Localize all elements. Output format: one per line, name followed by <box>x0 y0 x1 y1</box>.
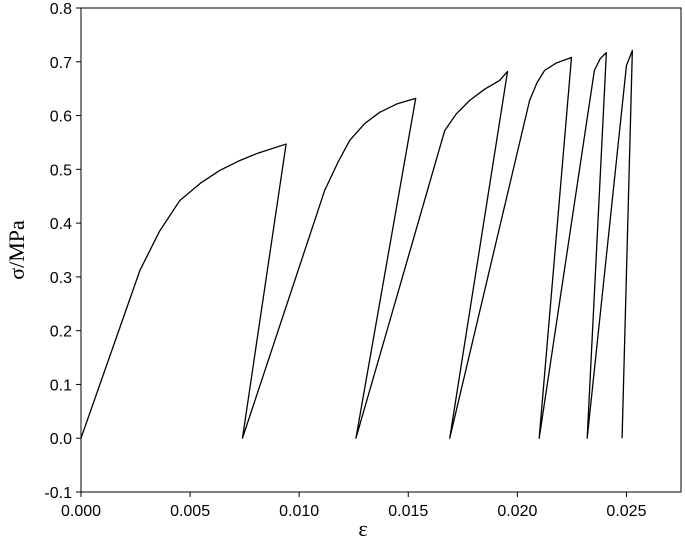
data-line <box>80 49 633 439</box>
y-tick-label: 0.1 <box>50 377 72 394</box>
y-tick-label: 0.5 <box>50 162 72 179</box>
y-axis-label: σ/MPa <box>4 220 29 280</box>
y-tick-label: 0.7 <box>50 55 72 72</box>
y-tick-label: 0.0 <box>50 431 72 448</box>
y-tick-label: 0.6 <box>50 109 72 126</box>
x-tick-label: 0.005 <box>170 503 210 520</box>
y-tick-label: 0.2 <box>50 324 72 341</box>
y-tick-label: 0.4 <box>50 216 72 233</box>
x-axis-label: ε <box>358 516 367 541</box>
plot-frame <box>80 7 682 493</box>
x-tick-label: 0.000 <box>61 503 101 520</box>
y-tick-label: 0.8 <box>50 1 72 18</box>
y-tick-label: 0.3 <box>50 270 72 287</box>
x-tick-label: 0.020 <box>497 503 537 520</box>
y-tick-label: -0.1 <box>44 485 72 502</box>
x-tick-label: 0.025 <box>606 503 646 520</box>
x-tick-label: 0.010 <box>279 503 319 520</box>
x-tick-label: 0.015 <box>388 503 428 520</box>
